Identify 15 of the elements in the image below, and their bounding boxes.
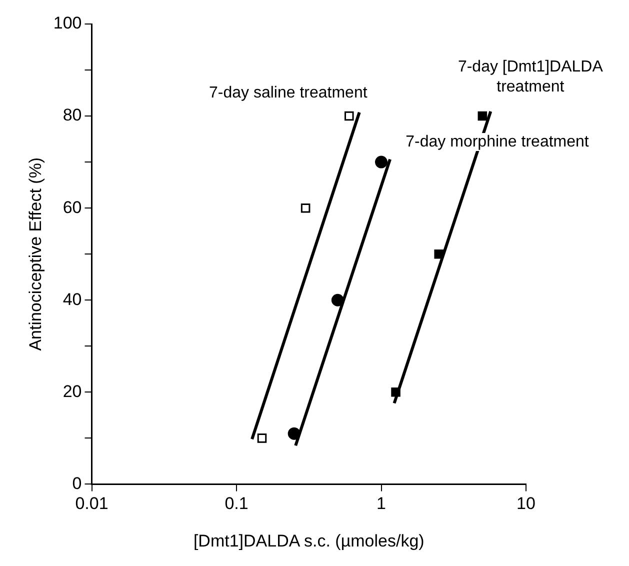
series-label: 7-day saline treatment — [208, 84, 368, 102]
x-tick-label: 10 — [516, 494, 536, 514]
series-label: 7-day morphine treatment — [406, 133, 590, 150]
x-axis-title: [Dmt1]DALDA s.c. (µmoles/kg) — [193, 531, 424, 550]
x-tick-label: 0.01 — [75, 494, 108, 514]
y-tick-label: 20 — [62, 382, 82, 401]
y-tick-label: 60 — [62, 198, 82, 217]
y-tick-label: 40 — [62, 290, 82, 309]
y-tick-label: 0 — [72, 474, 82, 493]
y-tick-label: 100 — [53, 14, 82, 33]
x-tick-label: 0.1 — [224, 494, 248, 514]
y-tick-label: 80 — [62, 106, 82, 125]
y-axis-title: Antinociceptive Effect (%) — [26, 157, 45, 351]
series-label: 7-day [Dmt1]DALDA treatment — [458, 58, 604, 96]
x-tick-label: 1 — [376, 494, 386, 514]
